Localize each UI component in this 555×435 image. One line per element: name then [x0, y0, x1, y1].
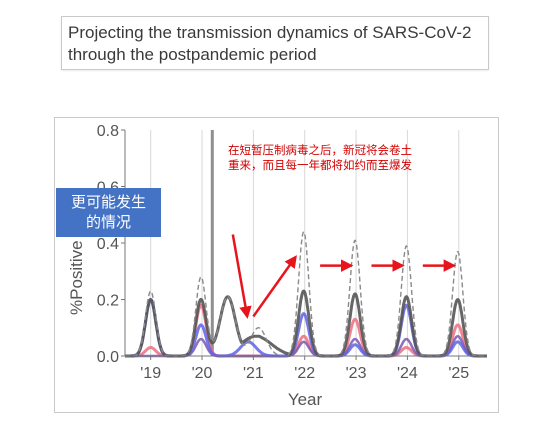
red-arrow — [231, 234, 252, 319]
series-line-red — [124, 303, 488, 358]
y-tick-label: 0.4 — [97, 236, 119, 253]
red-annotation: 在短暂压制病毒之后，新冠将会卷土 重来，而且每一年都将如约而至爆发 — [228, 143, 448, 173]
chart-panel: 0.00.20.40.60.8'19'20'21'22'23'24'25 %Po… — [54, 117, 499, 413]
y-tick-label: 0.0 — [97, 349, 119, 366]
scenario-label-box: 更可能发生 的情况 — [56, 188, 161, 237]
red-annotation-line-1: 在短暂压制病毒之后，新冠将会卷土 — [228, 143, 412, 157]
x-axis-title: Year — [288, 390, 323, 409]
y-axis-title: %Positive LI — [67, 221, 86, 315]
series-line-dashed — [125, 231, 487, 357]
x-tick-label: '24 — [397, 365, 418, 382]
x-tick-label: '22 — [294, 365, 315, 382]
title-line-1: Projecting the transmission dynamics of … — [68, 23, 472, 42]
series-line-blue — [124, 298, 488, 358]
y-tick-label: 0.8 — [97, 123, 119, 140]
x-tick-label: '25 — [448, 365, 469, 382]
scenario-label-line-1: 更可能发生 — [70, 193, 146, 211]
x-tick-label: '23 — [346, 365, 367, 382]
title-line-2: through the postpandemic period — [68, 45, 317, 64]
x-tick-label: '20 — [192, 365, 213, 382]
red-annotation-line-2: 重来，而且每一年都将如约而至爆发 — [228, 158, 412, 172]
x-tick-label: '21 — [243, 365, 264, 382]
x-tick-label: '19 — [140, 365, 161, 382]
chart-svg: 0.00.20.40.60.8'19'20'21'22'23'24'25 %Po… — [67, 123, 488, 409]
scenario-label-line-2: 的情况 — [85, 213, 131, 231]
y-tick-label: 0.2 — [97, 293, 119, 310]
title-box: Projecting the transmission dynamics of … — [61, 16, 489, 70]
red-arrow — [252, 255, 297, 318]
